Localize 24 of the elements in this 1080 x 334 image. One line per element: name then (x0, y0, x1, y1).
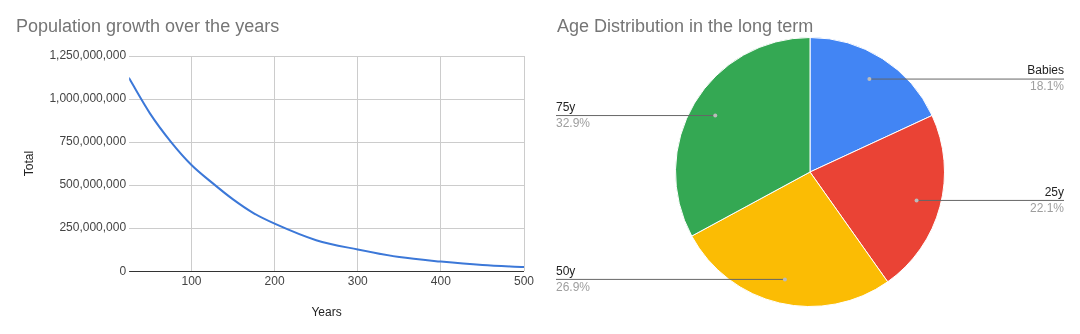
x-axis-title: Years (311, 305, 342, 320)
data-label: 22.1% (1029, 200, 1065, 215)
slice-label: 75y (556, 99, 576, 114)
chart-title: Age Distribution in the long term (557, 16, 814, 37)
y-axis-title: Total (21, 150, 36, 177)
data-label: 26.9% (556, 279, 591, 294)
x-tick-label: 100 (181, 273, 202, 288)
data-label: 32.9% (556, 115, 591, 130)
slice-label: 50y (556, 263, 576, 278)
y-tick-label: 1,000,000,000 (49, 91, 127, 106)
x-tick-label: 300 (347, 273, 369, 288)
y-tick-label: 500,000,000 (59, 177, 127, 192)
x-tick-label: 200 (264, 273, 285, 288)
chart-title: Population growth over the years (16, 16, 280, 37)
data-label: 18.1% (1029, 79, 1065, 94)
y-tick-label: 250,000,000 (59, 220, 127, 235)
line-series (129, 77, 524, 269)
x-tick-label: 500 (513, 273, 535, 288)
y-tick-label: 0 (119, 263, 127, 278)
slice-label: Babies (1027, 63, 1064, 78)
slice-label: 25y (1044, 184, 1064, 199)
y-tick-label: 750,000,000 (59, 134, 127, 149)
x-tick-label: 400 (430, 273, 452, 288)
y-tick-label: 1,250,000,000 (49, 48, 127, 63)
